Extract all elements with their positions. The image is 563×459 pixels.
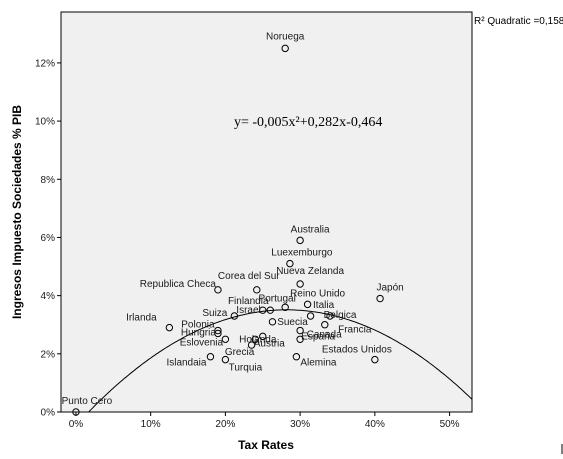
point-label: Portugal [259,293,296,304]
data-point[interactable] [247,341,256,349]
point-label: Holanda [239,334,277,345]
data-point[interactable] [296,280,304,288]
point-label: Nueva Zelanda [276,266,344,277]
data-point[interactable] [296,335,304,343]
y-tick-label: 6% [41,233,56,244]
point-label: Grecia [225,347,255,358]
point-label: Hungria [181,327,216,338]
data-point[interactable] [259,306,267,314]
point-label: Reino Unido [290,288,345,299]
point-label: Noruega [266,31,305,42]
point-label: Corea del Sur [218,271,280,282]
point-label: Finlandia [228,296,269,307]
x-tick-label: 10% [141,419,161,430]
data-point[interactable] [321,321,329,329]
point-label: Suiza [202,308,227,319]
data-point[interactable] [251,335,259,343]
data-point[interactable] [230,312,239,320]
data-point[interactable] [214,329,222,338]
point-label: Republica Checa [140,279,217,290]
data-point[interactable] [214,326,222,335]
plot-area [60,11,473,413]
data-point[interactable] [376,294,384,303]
data-point[interactable] [266,306,274,314]
fit-equation: y= -0,005x²+0,282x-0,464 [234,115,382,130]
point-label: Estados Unidos [322,345,392,356]
point-label: Austria [254,338,286,349]
data-point[interactable] [214,286,222,294]
data-point[interactable] [253,286,261,294]
x-tick-label: 50% [440,419,460,430]
quadratic-fit-line [88,309,473,412]
point-label: Canada [307,330,342,341]
x-tick-label: 30% [290,419,310,430]
data-point[interactable] [292,353,301,361]
y-tick-label: 4% [41,291,56,302]
data-point[interactable] [221,355,230,364]
point-label: Italia [313,300,335,311]
point-label: Australia [291,224,330,235]
point-label: Turquia [229,363,263,374]
r2-label: R² Quadratic =0,158 [474,16,563,27]
point-label: Irlanda [126,313,157,324]
point-label: Islandaia [166,358,206,369]
point-label: España [301,331,335,342]
x-tick-label: 40% [365,419,385,430]
data-point[interactable] [268,318,277,326]
point-label: Japón [376,283,403,294]
point-label: Luexemburgo [271,248,333,259]
x-tick-label: 20% [215,419,235,430]
x-axis-title: Tax Rates [238,438,294,452]
data-point[interactable] [281,44,289,53]
data-point[interactable] [281,303,289,311]
point-label: Polonia [181,320,215,331]
y-tick-label: 10% [35,117,55,128]
y-tick-label: 0% [41,408,56,419]
data-point[interactable] [306,312,315,320]
point-label: Belgica [324,310,357,321]
point-label: Suecia [277,317,308,328]
data-point[interactable] [303,300,312,309]
y-axis-title: Ingresos Impuesto Sociedades % PIB [10,105,24,319]
data-point[interactable] [296,236,304,245]
data-point[interactable] [165,323,174,332]
point-label: Francia [338,325,372,336]
data-point[interactable] [221,335,230,343]
data-point[interactable] [206,353,215,361]
point-label: Punto Cero [62,396,113,407]
x-tick-label: 0% [69,419,84,430]
data-point[interactable] [326,312,334,320]
data-point[interactable] [286,259,294,268]
data-point[interactable] [296,326,304,335]
point-label: Eslovenia [180,337,224,348]
y-tick-label: 12% [35,58,55,69]
point-label: Israel [236,305,260,316]
point-label: Alemina [300,358,337,369]
data-point[interactable] [371,355,379,364]
y-tick-label: 8% [41,175,56,186]
y-tick-label: 2% [41,349,56,360]
data-point[interactable] [259,332,267,341]
